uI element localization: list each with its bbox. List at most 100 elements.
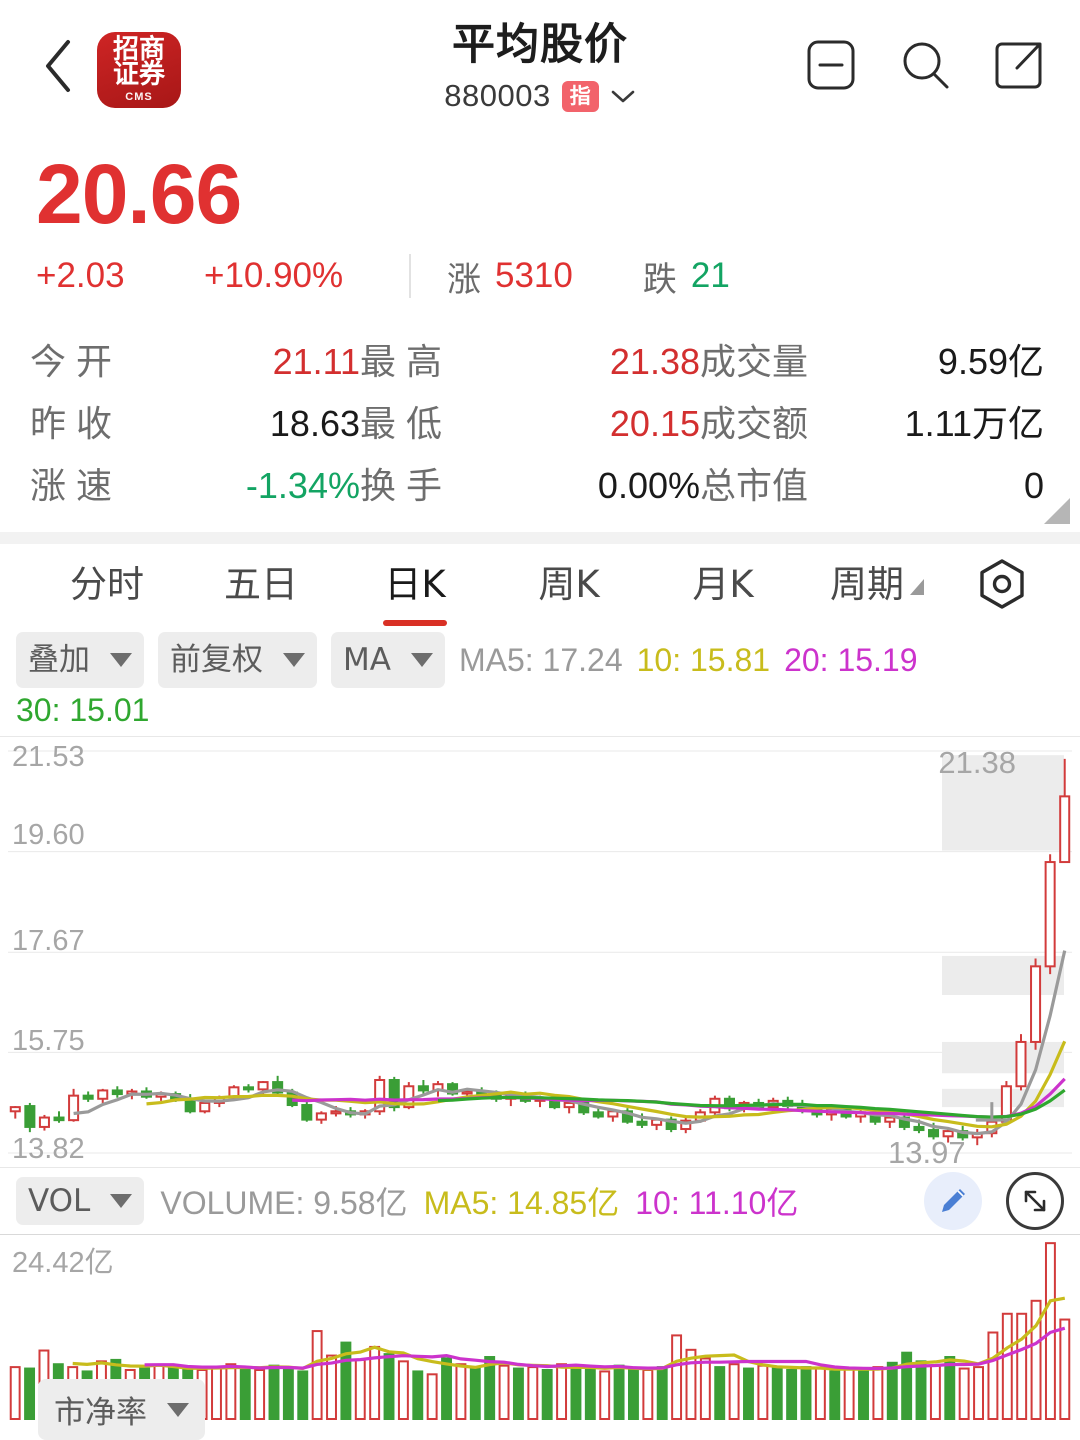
indicator-dropdown[interactable]: MA [331, 632, 445, 688]
tab-weekly-k[interactable]: 周K [492, 544, 646, 626]
back-button[interactable] [38, 36, 82, 96]
ma30-readout: 30: 15.01 [16, 692, 150, 728]
stat-volume-label: 成交量 [700, 342, 809, 383]
stat-low: 最低 20.15 [360, 395, 700, 447]
stat-speed-label: 涨速 [30, 466, 123, 507]
stat-low-label: 最低 [360, 404, 453, 445]
stat-turnover-rate-value: 0.00% [597, 465, 700, 506]
search-icon[interactable] [898, 38, 952, 92]
broker-logo[interactable]: 招商 证券 CMS [97, 32, 181, 108]
stat-high: 最高 21.38 [360, 333, 700, 385]
volume-action-icons [924, 1172, 1064, 1230]
tab-period-more[interactable]: 周期 [800, 544, 954, 626]
chevron-down-icon [167, 1402, 189, 1417]
minus-square-icon[interactable] [804, 38, 858, 92]
chart-settings-button[interactable] [954, 556, 1050, 614]
price-level-shading [942, 755, 1064, 1108]
stat-prevclose: 昨收 18.63 [30, 395, 360, 447]
chevron-down-icon [110, 1194, 133, 1208]
indicator-toolbar: 叠加 前复权 MA MA5: 17.24 10: 15.81 20: 15.19… [0, 626, 1080, 732]
last-price: 20.66 [36, 147, 242, 241]
stat-low-value: 20.15 [609, 403, 700, 444]
candlestick-chart[interactable]: 21.53 19.60 17.67 15.75 13.82 21.38 13.9… [0, 736, 1080, 1170]
candlestick-canvas [8, 750, 1072, 1154]
chevron-down-icon[interactable] [610, 88, 636, 104]
index-badge: 指 [561, 80, 599, 112]
change-percent: +10.90% [204, 256, 344, 295]
volume-y-axis-label: 24.42亿 [12, 1247, 114, 1279]
chevron-down-icon [283, 653, 305, 667]
expand-arrows-icon [1024, 1190, 1046, 1212]
y-axis-label-1: 19.60 [12, 819, 85, 851]
tab-fenshi-label: 分时 [70, 563, 144, 606]
stat-volume: 成交量 9.59亿 [700, 333, 1044, 385]
volume-chart[interactable]: 24.42亿 市净率 [0, 1234, 1080, 1440]
overlay-dropdown-label: 叠加 [28, 642, 90, 678]
ma20-readout: 20: 15.19 [784, 642, 918, 678]
moving-average-lines [73, 950, 1067, 1136]
chart-gridlines [8, 750, 1072, 1154]
adjust-dropdown[interactable]: 前复权 [158, 632, 317, 688]
stat-turnover-rate-label: 换手 [360, 466, 453, 507]
volume-indicator-label: VOL [28, 1183, 91, 1219]
overlay-dropdown[interactable]: 叠加 [16, 632, 144, 688]
stat-open: 今开 21.11 [30, 333, 360, 385]
stat-high-value: 21.38 [609, 341, 700, 382]
decliners-label: 跌 [642, 260, 677, 299]
table-row: 今开 21.11 最高 21.38 成交量 9.59亿 [30, 328, 1044, 390]
indicator-dropdown-label: MA [343, 642, 391, 678]
bottom-indicator-dropdown[interactable]: 市净率 [38, 1379, 205, 1440]
volume-ma5-readout: MA5: 14.85亿 [423, 1185, 620, 1221]
advancers-value: 5310 [495, 256, 573, 295]
table-row: 涨速 -1.34% 换手 0.00% 总市值 0 [30, 452, 1044, 514]
low-marker-glyph [975, 1102, 1008, 1122]
gear-hex-icon [980, 559, 1024, 609]
section-divider [0, 532, 1080, 544]
ma10-readout: 10: 15.81 [636, 642, 771, 678]
chevron-down-icon [410, 653, 433, 667]
quote-section: 20.66 +2.03 +10.90% 涨 5310 跌 21 [0, 146, 1080, 302]
logo-cn-line1: 招商 [112, 34, 165, 65]
logo-en: CMS [125, 90, 153, 103]
pencil-icon [942, 1189, 965, 1212]
fullscreen-button[interactable] [1006, 1172, 1064, 1230]
change-row: +2.03 +10.90% 涨 5310 跌 21 [36, 250, 1044, 302]
chart-period-tabs: 分时 五日 日K 周K 月K 周期 [0, 544, 1080, 626]
stat-open-value: 21.11 [272, 341, 360, 382]
change-absolute: +2.03 [36, 256, 125, 295]
stat-turnover-amount-value: 1.11万亿 [904, 403, 1044, 444]
y-axis-label-2: 17.67 [12, 925, 85, 957]
chevron-down-icon [110, 653, 132, 667]
tab-wuri[interactable]: 五日 [184, 544, 338, 626]
bottom-indicator-label: 市净率 [54, 1395, 147, 1431]
tab-daily-k[interactable]: 日K [338, 544, 492, 626]
stat-speed: 涨速 -1.34% [30, 457, 360, 509]
tab-monthly-k-label: 月K [692, 563, 754, 606]
stat-speed-value: -1.34% [245, 465, 360, 506]
advancers-label: 涨 [447, 260, 481, 299]
expand-corner-handle[interactable] [1044, 498, 1070, 524]
volume-ma-lines [72, 1296, 1066, 1371]
stat-prevclose-label: 昨收 [30, 404, 123, 445]
header-icon-group [804, 38, 1046, 92]
decliners-value: 21 [690, 256, 730, 295]
share-external-icon[interactable] [992, 38, 1046, 92]
edit-button[interactable] [924, 1172, 982, 1230]
volume-toolbar: VOL VOLUME: 9.58亿 MA5: 14.85亿 10: 11.10亿 [0, 1168, 1080, 1234]
stat-prevclose-value: 18.63 [269, 403, 360, 444]
y-axis-label-0: 21.53 [12, 741, 85, 773]
low-price-marker: 13.97 [888, 1135, 966, 1170]
stats-table: 今开 21.11 最高 21.38 成交量 9.59亿 昨收 18.63 最低 … [0, 328, 1080, 514]
volume-readout: VOLUME: 9.58亿 [160, 1185, 408, 1221]
stat-open-label: 今开 [30, 342, 123, 383]
volume-ma10-readout: 10: 11.10亿 [635, 1185, 799, 1221]
logo-cn-line2: 证券 [112, 59, 165, 90]
tab-fenshi[interactable]: 分时 [30, 544, 184, 626]
table-row: 昨收 18.63 最低 20.15 成交额 1.11万亿 [30, 390, 1044, 452]
stat-high-label: 最高 [360, 342, 453, 383]
tab-monthly-k[interactable]: 月K [646, 544, 800, 626]
y-axis-label-3: 15.75 [12, 1025, 85, 1057]
tab-daily-k-label: 日K [384, 563, 446, 606]
symbol-code: 880003 [444, 78, 551, 113]
volume-indicator-dropdown[interactable]: VOL [16, 1177, 145, 1225]
